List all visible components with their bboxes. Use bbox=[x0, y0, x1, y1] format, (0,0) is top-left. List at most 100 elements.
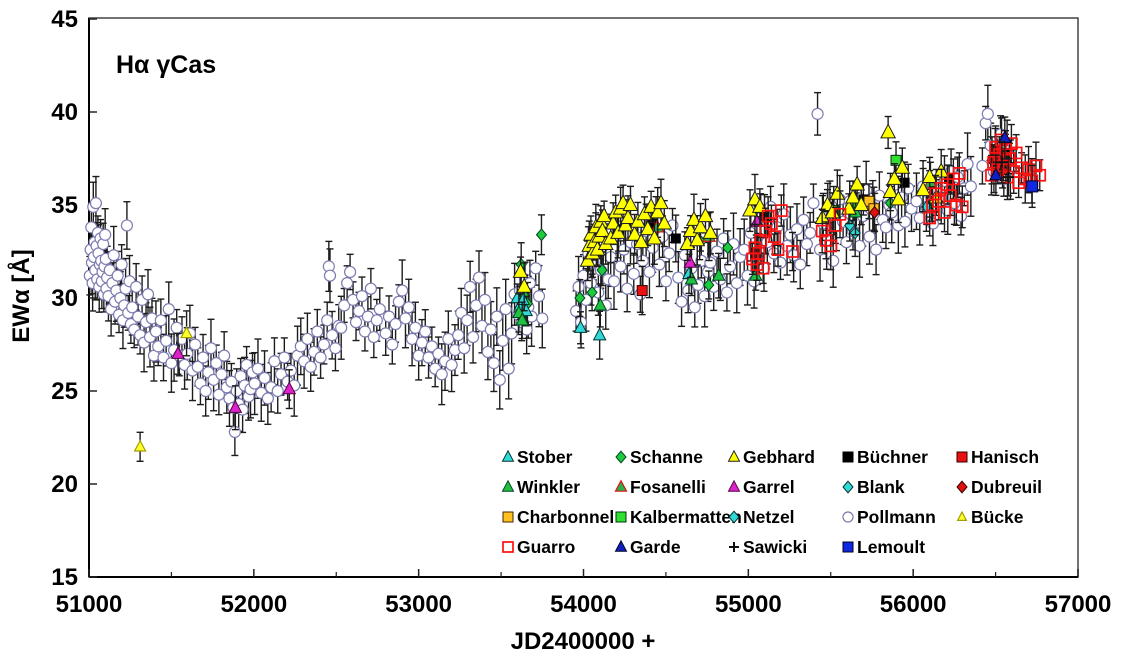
data-point-guarro bbox=[774, 204, 788, 217]
data-point-pollmann bbox=[261, 392, 274, 405]
legend-item-kalbermatten: Kalbermatten bbox=[615, 507, 742, 527]
legend-label: Fosanelli bbox=[630, 477, 706, 497]
data-point-gebhard bbox=[685, 210, 702, 226]
data-point-pollmann bbox=[301, 332, 314, 346]
data-point-pollmann bbox=[165, 357, 178, 370]
legend-marker-square-icon bbox=[842, 541, 854, 553]
legend-label: Gebhard bbox=[743, 447, 815, 467]
data-point-pollmann bbox=[804, 226, 817, 239]
legend-marker-diamond-icon bbox=[956, 480, 968, 494]
data-point-guarro bbox=[923, 211, 937, 225]
data-point-pollmann bbox=[338, 299, 351, 312]
y-tick-label: 40 bbox=[51, 99, 78, 126]
data-point-gebhard bbox=[829, 184, 846, 200]
data-point-guarro bbox=[833, 207, 847, 221]
data-point-pollmann bbox=[258, 371, 271, 385]
legend-item-garde: Garde bbox=[614, 537, 681, 557]
data-point-gebhard bbox=[702, 223, 719, 239]
legend-item-hanisch: Hanisch bbox=[956, 447, 1039, 467]
x-tick-label: 55000 bbox=[715, 591, 782, 618]
data-point-gebhard bbox=[890, 190, 907, 206]
data-point-pollmann bbox=[910, 195, 923, 208]
legend-marker-diamond-icon bbox=[842, 480, 854, 494]
data-point-pollmann bbox=[627, 267, 640, 280]
data-point-gebhard bbox=[594, 221, 611, 237]
data-point-gebhard bbox=[512, 262, 529, 278]
data-point-pollmann bbox=[367, 330, 380, 344]
data-point-pollmann bbox=[607, 275, 621, 288]
data-point-pollmann bbox=[115, 258, 128, 271]
data-point-pollmann bbox=[863, 230, 876, 243]
data-point-pollmann bbox=[445, 358, 458, 372]
data-point-schanne bbox=[703, 278, 715, 292]
data-point-pollmann bbox=[569, 304, 583, 318]
data-point-kalbermatten bbox=[890, 154, 902, 166]
data-point-pollmann bbox=[349, 316, 363, 329]
data-point-winkler bbox=[515, 312, 530, 326]
data-point-garde bbox=[989, 167, 1003, 181]
data-point-pollmann bbox=[321, 314, 334, 327]
data-point-pollmann bbox=[386, 338, 399, 351]
data-point-pollmann bbox=[107, 249, 120, 262]
data-point-pollmann bbox=[162, 303, 175, 316]
y-tick-label: 15 bbox=[51, 564, 78, 591]
data-point-pollmann bbox=[536, 312, 549, 325]
data-point-schanne bbox=[586, 285, 598, 299]
data-point-garde bbox=[997, 130, 1012, 144]
data-point-pollmann bbox=[154, 314, 167, 327]
data-point-gebhard bbox=[882, 182, 899, 198]
data-point-pollmann bbox=[284, 364, 298, 377]
legend-item-pollmann: Pollmann bbox=[842, 507, 936, 527]
legend-label: Kalbermatten bbox=[630, 507, 742, 527]
legend-label: Blank bbox=[857, 477, 905, 497]
legend-label: Netzel bbox=[743, 507, 795, 527]
data-point-pollmann bbox=[704, 256, 717, 269]
data-point-gebhard bbox=[697, 207, 714, 223]
legend-label: Winkler bbox=[517, 477, 580, 497]
legend-label: Guarro bbox=[517, 537, 575, 557]
data-point-gebhard bbox=[622, 195, 639, 211]
data-point-pollmann bbox=[466, 330, 480, 344]
data-point-pollmann bbox=[189, 338, 202, 351]
data-point-pollmann bbox=[210, 357, 223, 370]
legend-item-guarro: Guarro bbox=[502, 537, 575, 557]
data-point-pollmann bbox=[621, 282, 634, 295]
data-point-gebhard bbox=[633, 233, 650, 249]
legend-item-bücke: Bücke bbox=[956, 507, 1024, 527]
data-point-gebhard bbox=[652, 194, 669, 210]
legend-marker-square-icon bbox=[615, 511, 627, 523]
data-point-pollmann bbox=[913, 211, 926, 225]
legend-label: Hanisch bbox=[971, 447, 1039, 467]
data-point-pollmann bbox=[481, 345, 494, 359]
legend-item-sawicki: Sawicki bbox=[729, 537, 807, 557]
data-point-guarro bbox=[768, 230, 782, 243]
data-point-pollmann bbox=[688, 301, 701, 314]
legend-marker-diamond-icon bbox=[615, 450, 627, 464]
data-point-pollmann bbox=[314, 351, 327, 364]
data-point-stober bbox=[519, 303, 534, 317]
data-point-pollmann bbox=[730, 277, 743, 290]
data-point-guarro bbox=[1009, 146, 1023, 160]
data-point-pollmann bbox=[800, 237, 813, 251]
data-point-pollmann bbox=[126, 301, 139, 314]
data-point-pollmann bbox=[170, 321, 183, 334]
data-point-büchner bbox=[899, 177, 910, 188]
legend-item-blank: Blank bbox=[842, 477, 905, 497]
data-point-pollmann bbox=[396, 284, 409, 297]
data-point-pollmann bbox=[461, 314, 474, 327]
data-point-guarro bbox=[786, 245, 799, 258]
y-tick-label: 20 bbox=[51, 471, 78, 498]
data-point-guarro bbox=[815, 224, 829, 238]
data-point-pollmann bbox=[499, 303, 512, 316]
data-point-pollmann bbox=[370, 314, 383, 327]
legend-item-garrel: Garrel bbox=[727, 477, 795, 497]
data-point-guarro bbox=[761, 209, 775, 223]
data-point-pollmann bbox=[496, 334, 509, 347]
data-point-pollmann bbox=[358, 325, 372, 338]
data-point-gebhard bbox=[636, 205, 653, 221]
y-axis-label: EWα [Å] bbox=[8, 249, 35, 343]
data-point-pollmann bbox=[869, 243, 883, 256]
legend-label: Bücke bbox=[971, 507, 1024, 527]
data-point-gebhard bbox=[639, 220, 656, 236]
data-point-lemoult bbox=[1026, 180, 1039, 193]
